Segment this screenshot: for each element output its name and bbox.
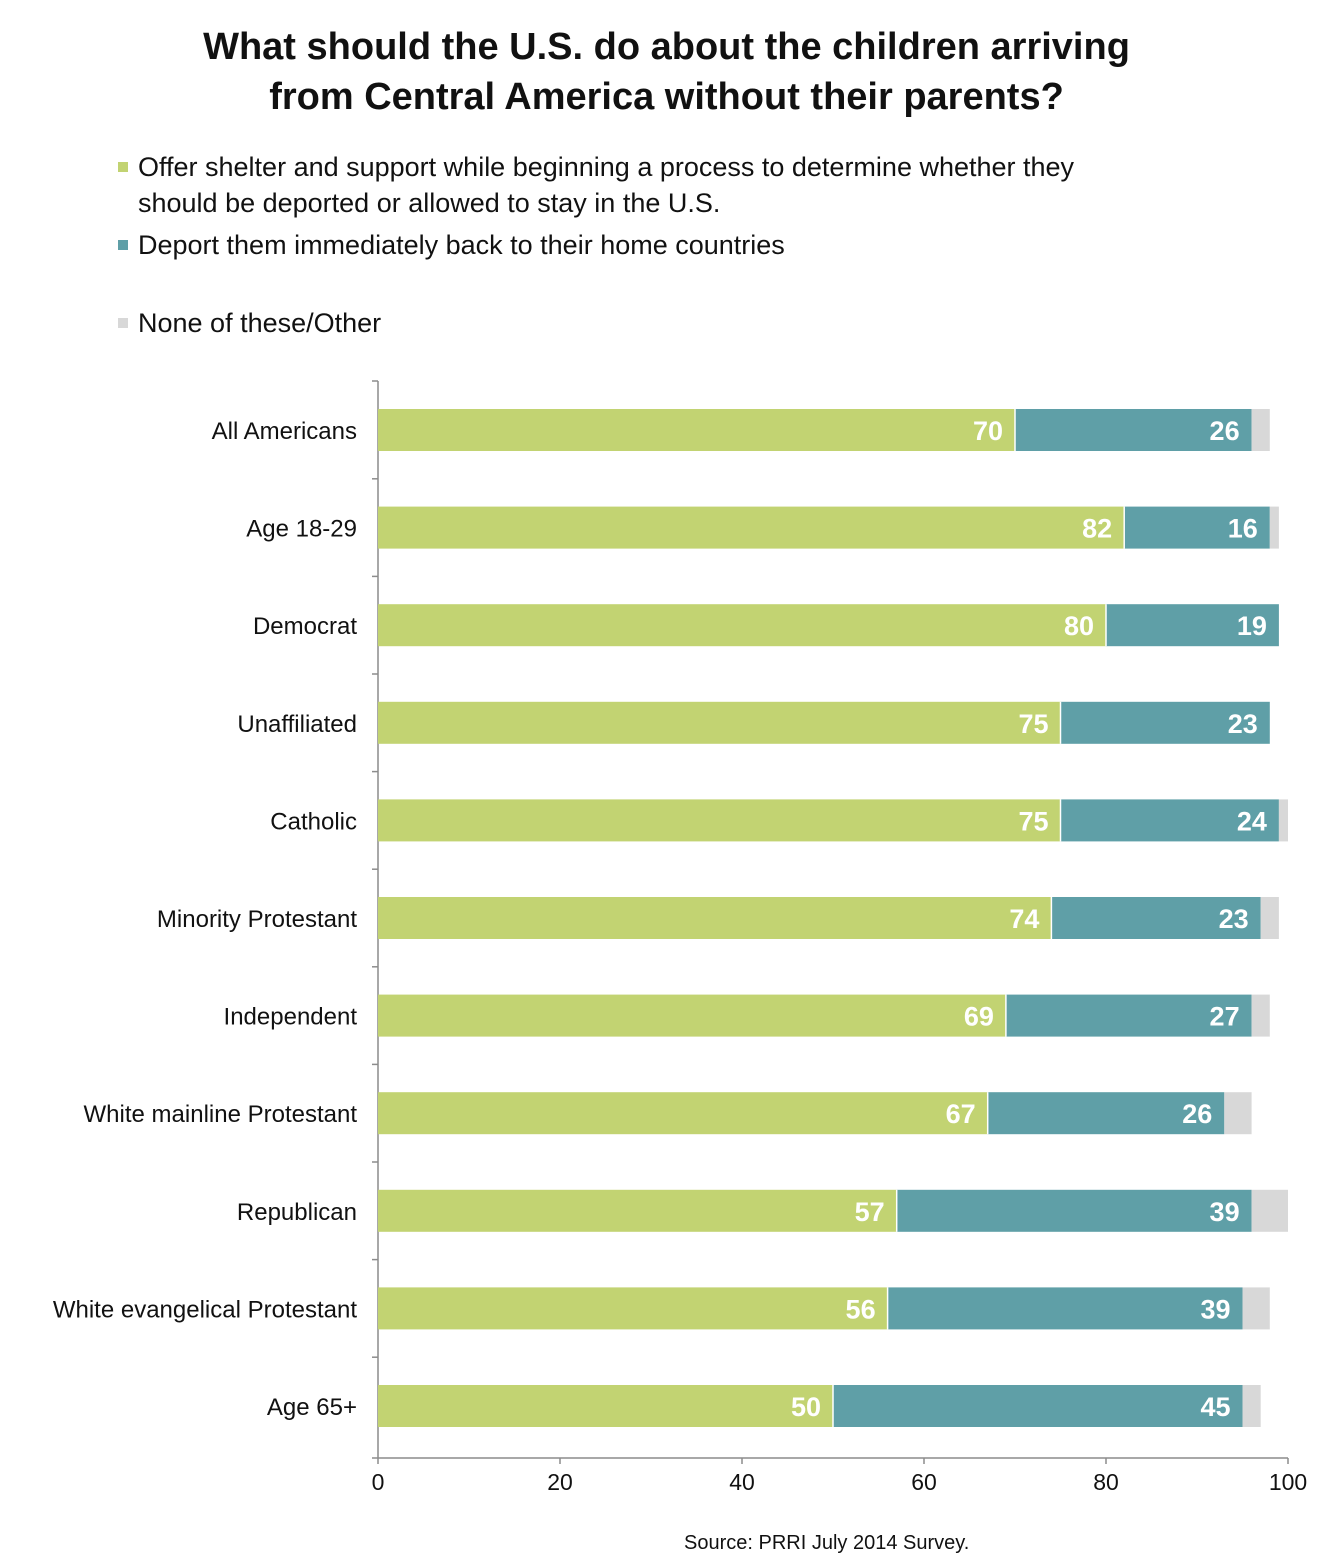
- bar-segment: [378, 1189, 897, 1232]
- data-label: 56: [846, 1294, 876, 1324]
- bar-segment: [1251, 1189, 1288, 1232]
- source-note: Source: PRRI July 2014 Survey.: [684, 1532, 970, 1554]
- legend-swatch-deport: [118, 240, 128, 250]
- bar-segment: [1269, 506, 1279, 549]
- legend-label-line: Offer shelter and support while beginnin…: [138, 152, 1075, 182]
- legend-item-offer-shelter: Offer shelter and support while beginnin…: [118, 149, 1074, 221]
- bar-segment: [987, 1092, 1225, 1135]
- legend-label-line: Deport them immediately back to their ho…: [138, 230, 785, 260]
- legend-label-line: None of these/Other: [138, 308, 382, 338]
- chart-title-line-2: from Central America without their paren…: [269, 76, 1064, 118]
- x-tick-label: 40: [729, 1469, 755, 1495]
- legend-label-none-other: None of these/Other: [118, 305, 381, 341]
- legend-item-none-other: None of these/Other: [118, 305, 381, 341]
- legend-swatch-offer-shelter: [118, 162, 128, 172]
- bar-segment: [378, 701, 1061, 744]
- x-tick-label: 80: [1093, 1469, 1119, 1495]
- chart-title: What should the U.S. do about the childr…: [0, 22, 1333, 122]
- data-label: 24: [1237, 806, 1267, 836]
- category-label: Age 65+: [267, 1394, 357, 1421]
- category-label: Age 18-29: [246, 516, 357, 543]
- bar-segment: [1278, 799, 1288, 842]
- category-label: Democrat: [253, 613, 357, 640]
- data-label: 45: [1200, 1392, 1230, 1422]
- data-label: 23: [1219, 904, 1249, 934]
- data-label: 75: [1018, 709, 1048, 739]
- data-label: 23: [1228, 709, 1258, 739]
- data-label: 39: [1200, 1294, 1230, 1324]
- data-label: 70: [973, 416, 1003, 446]
- category-label: Republican: [237, 1199, 357, 1226]
- bar-segment: [1251, 994, 1270, 1037]
- category-label: Minority Protestant: [157, 906, 357, 933]
- data-label: 57: [855, 1197, 885, 1227]
- bar-segment: [1106, 604, 1279, 647]
- data-label: 39: [1210, 1197, 1240, 1227]
- bar-segment: [378, 506, 1125, 549]
- bar-segment: [378, 897, 1052, 939]
- category-label: Unaffiliated: [237, 711, 357, 738]
- data-label: 16: [1228, 514, 1258, 544]
- chart-title-line-1: What should the U.S. do about the childr…: [203, 26, 1130, 68]
- bar-segment: [1005, 994, 1252, 1037]
- bar-segment: [1060, 701, 1270, 744]
- data-label: 26: [1182, 1099, 1212, 1129]
- category-label: White evangelical Protestant: [53, 1296, 357, 1323]
- legend-label-offer-shelter: Offer shelter and support while beginnin…: [118, 149, 1074, 221]
- category-label: Independent: [224, 1004, 358, 1031]
- bar-segment: [378, 604, 1106, 647]
- bar-segment: [1242, 1287, 1270, 1330]
- bar-segment: [1051, 897, 1261, 939]
- x-tick-label: 0: [372, 1469, 385, 1495]
- bar-segment: [1224, 1092, 1252, 1135]
- bar-segment: [378, 1092, 988, 1135]
- data-label: 50: [791, 1392, 821, 1422]
- bar-segment: [1124, 506, 1270, 549]
- category-label: Catholic: [270, 808, 357, 835]
- category-label: All Americans: [212, 418, 357, 445]
- bar-segment: [1242, 1385, 1261, 1427]
- legend-label-line: should be deported or allowed to stay in…: [138, 188, 721, 218]
- bar-segment: [1015, 409, 1252, 451]
- bar-segment: [378, 799, 1061, 842]
- legend-item-deport: Deport them immediately back to their ho…: [118, 227, 785, 263]
- bar-segment: [378, 1287, 888, 1330]
- data-label: 74: [1009, 904, 1039, 934]
- data-label: 69: [964, 1002, 994, 1032]
- bar-segment: [896, 1189, 1252, 1232]
- bar-segment: [1260, 897, 1279, 939]
- legend-label-deport: Deport them immediately back to their ho…: [118, 227, 785, 263]
- data-label: 82: [1082, 514, 1112, 544]
- data-label: 27: [1210, 1002, 1240, 1032]
- x-tick-label: 20: [547, 1469, 573, 1495]
- data-label: 80: [1064, 611, 1094, 641]
- bar-segment: [833, 1385, 1243, 1427]
- bar-segment: [378, 1385, 833, 1427]
- bar-segment: [887, 1287, 1243, 1330]
- x-tick-label: 60: [911, 1469, 937, 1495]
- data-label: 19: [1237, 611, 1267, 641]
- bar-segment: [378, 994, 1006, 1037]
- bar-segment: [1251, 409, 1270, 451]
- x-tick-label: 100: [1269, 1469, 1307, 1495]
- data-label: 75: [1018, 806, 1048, 836]
- bar-segment: [1060, 799, 1279, 842]
- data-label: 67: [946, 1099, 976, 1129]
- legend-swatch-none-other: [118, 318, 128, 328]
- data-label: 26: [1210, 416, 1240, 446]
- bar-segment: [378, 409, 1015, 451]
- category-label: White mainline Protestant: [84, 1101, 358, 1128]
